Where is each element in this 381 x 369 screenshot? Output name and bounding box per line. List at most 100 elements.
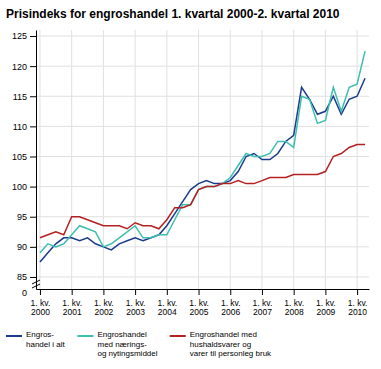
grid-line: [36, 246, 369, 247]
text-line: 2002: [94, 307, 113, 317]
tick-mark: [30, 36, 36, 37]
tick: 95: [17, 212, 36, 222]
legend-swatch: [77, 335, 93, 337]
text-line: Engros-: [26, 330, 54, 339]
legend-item: Engros-handel i alt: [6, 330, 65, 348]
tick-label: 1. kv.2000: [31, 298, 51, 317]
axis-line: [37, 289, 370, 290]
tick: 105: [12, 152, 36, 162]
text-line: med nærings-: [97, 340, 147, 349]
axis-break-mark: [32, 280, 40, 284]
tick: 1. kv.2002: [94, 289, 114, 317]
text-line: 2003: [126, 307, 145, 317]
tick-mark: [30, 156, 36, 157]
legend-item: Engroshandelmed nærings-og nytingsmiddel: [77, 330, 157, 357]
grid-line: [71, 30, 72, 289]
tick: 120: [12, 62, 36, 72]
legend: Engros-handel i alt Engroshandelmed nærin…: [6, 330, 272, 357]
text-line: handel i alt: [26, 340, 65, 349]
grid-line: [166, 30, 167, 289]
tick-label: 100: [12, 182, 27, 192]
tick-mark: [72, 289, 73, 295]
tick-label: 105: [12, 152, 27, 162]
tick: 90: [17, 242, 36, 252]
tick-label: 1. kv.2006: [221, 298, 241, 317]
legend-label: Engroshandel medhushaldsvarer ogvarer ti…: [190, 330, 272, 357]
tick-mark: [294, 289, 295, 295]
tick: 1. kv.2001: [62, 289, 82, 317]
grid-line: [36, 156, 369, 157]
grid-line: [135, 30, 136, 289]
line: [40, 78, 365, 262]
tick: 1. kv.2007: [253, 289, 273, 317]
tick-mark: [325, 289, 326, 295]
tick: 85: [17, 272, 36, 282]
tick-mark: [30, 247, 36, 248]
text-line: varer til personleg bruk: [190, 349, 272, 358]
text-line: og nytingsmiddel: [97, 349, 157, 358]
legend-swatch: [6, 335, 22, 337]
tick: 110: [13, 122, 36, 132]
text-line: Engroshandel med: [190, 330, 257, 339]
grid-line: [39, 30, 40, 289]
title: Prisindeks for engroshandel 1. kvartal 2…: [6, 7, 340, 21]
series-lines: [40, 51, 365, 262]
tick-mark: [199, 289, 200, 295]
tick-mark: [103, 289, 104, 295]
tick-mark: [30, 187, 36, 188]
text-line: 2009: [316, 307, 335, 317]
grid-line: [36, 216, 369, 217]
plot-area: 1. kv.2000 1. kv.2001 1. kv.2002 1. kv.2003…: [12, 30, 370, 317]
tick-label: 1. kv.2008: [284, 298, 304, 317]
tick-label: 1. kv.2001: [62, 298, 82, 317]
legend-item: Engroshandel medhushaldsvarer ogvarer ti…: [170, 330, 272, 357]
grid-line: [36, 96, 369, 97]
grid-line: [36, 66, 369, 67]
tick-label: 1. kv.2004: [157, 298, 177, 317]
grid-line: [36, 36, 369, 37]
text-line: 2008: [285, 307, 304, 317]
tick-mark: [262, 289, 263, 295]
tick-label: 1. kv.2009: [316, 298, 336, 317]
text-line: 2006: [221, 307, 240, 317]
tick-label: 125: [12, 31, 27, 41]
grid-line: [230, 30, 231, 289]
tick-label: 115: [13, 92, 27, 102]
grid-line: [36, 186, 369, 187]
annotation: 0: [22, 288, 27, 298]
tick-label: 120: [12, 62, 27, 72]
tick-label: 1. kv.2003: [126, 298, 146, 317]
grid-line: [357, 30, 358, 289]
axis-break: [32, 280, 40, 288]
tick: 1. kv.2003: [126, 289, 146, 317]
text-line: 2005: [190, 307, 209, 317]
tick-label: 1. kv.2005: [189, 298, 209, 317]
text-line: Engroshandel: [97, 330, 147, 339]
grid-line: [293, 30, 294, 289]
text-line: 2010: [348, 307, 367, 317]
tick-label: 85: [17, 272, 27, 282]
line: [40, 144, 365, 237]
tick-mark: [30, 66, 36, 67]
y-axis: 85 90 95 100 105 110 115 120 125: [12, 31, 37, 290]
text-line: 2007: [253, 307, 272, 317]
grid-line: [198, 30, 199, 289]
tick: 1. kv.2008: [284, 289, 304, 317]
axis-break-mark: [32, 284, 40, 288]
tick: 1. kv.2010: [348, 289, 368, 317]
tick: 1. kv.2000: [31, 289, 51, 317]
tick-label: 1. kv.2002: [94, 298, 114, 317]
tick-label: 90: [17, 242, 27, 252]
tick-mark: [230, 289, 231, 295]
text-line: 2004: [158, 307, 177, 317]
tick-mark: [30, 96, 36, 97]
grid-line: [36, 276, 369, 277]
grid-line: [36, 126, 369, 127]
legend-label: Engros-handel i alt: [26, 330, 65, 348]
tick: 125: [12, 31, 36, 41]
tick-label: 1. kv.2010: [348, 298, 368, 317]
tick-label: 95: [17, 212, 27, 222]
tick-mark: [30, 126, 36, 127]
tick: 1. kv.2004: [157, 289, 177, 317]
tick-mark: [135, 289, 136, 295]
